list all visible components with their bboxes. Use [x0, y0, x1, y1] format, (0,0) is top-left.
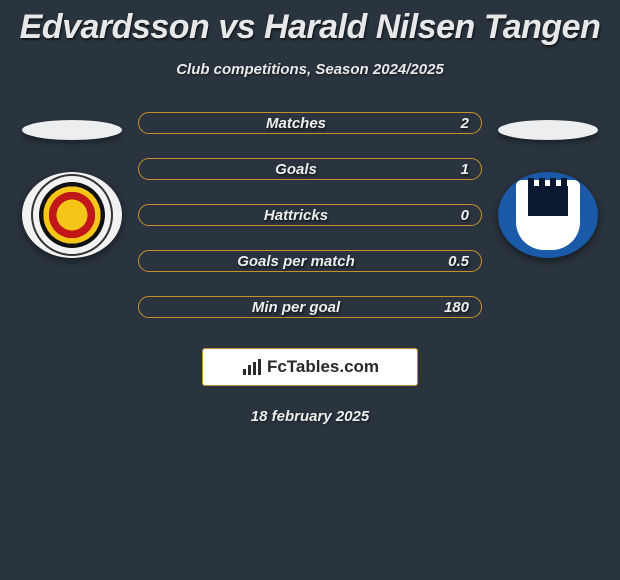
left-player-ellipse [22, 120, 122, 140]
stat-value: 180 [441, 299, 469, 316]
chart-icon [241, 357, 263, 377]
stats-column: Matches 2 Goals 1 Hattricks 0 Goals per … [138, 112, 482, 318]
stat-row-hattricks: Hattricks 0 [138, 204, 482, 226]
stat-row-min-per-goal: Min per goal 180 [138, 296, 482, 318]
brand-box: FcTables.com [202, 348, 418, 386]
right-player-ellipse [498, 120, 598, 140]
til-badge-icon [31, 174, 113, 256]
stat-row-matches: Matches 2 [138, 112, 482, 134]
right-club-logo [498, 172, 598, 258]
brand-label: FcTables.com [267, 357, 379, 377]
sarpsborg-shield-icon [516, 180, 580, 250]
stat-label: Goals per match [139, 253, 441, 270]
date-label: 18 february 2025 [0, 408, 620, 425]
stat-row-goals: Goals 1 [138, 158, 482, 180]
castle-icon [528, 186, 568, 216]
page-title: Edvardsson vs Harald Nilsen Tangen [0, 0, 620, 47]
stat-label: Hattricks [139, 207, 441, 224]
stat-value: 0.5 [441, 253, 469, 270]
stat-label: Min per goal [139, 299, 441, 316]
left-side [22, 120, 122, 258]
stat-label: Matches [139, 115, 441, 132]
stat-label: Goals [139, 161, 441, 178]
stat-value: 0 [441, 207, 469, 224]
stat-value: 2 [441, 115, 469, 132]
left-club-logo [22, 172, 122, 258]
subtitle: Club competitions, Season 2024/2025 [0, 61, 620, 78]
right-side [498, 120, 598, 258]
stat-value: 1 [441, 161, 469, 178]
stat-row-goals-per-match: Goals per match 0.5 [138, 250, 482, 272]
content-row: Matches 2 Goals 1 Hattricks 0 Goals per … [0, 120, 620, 318]
